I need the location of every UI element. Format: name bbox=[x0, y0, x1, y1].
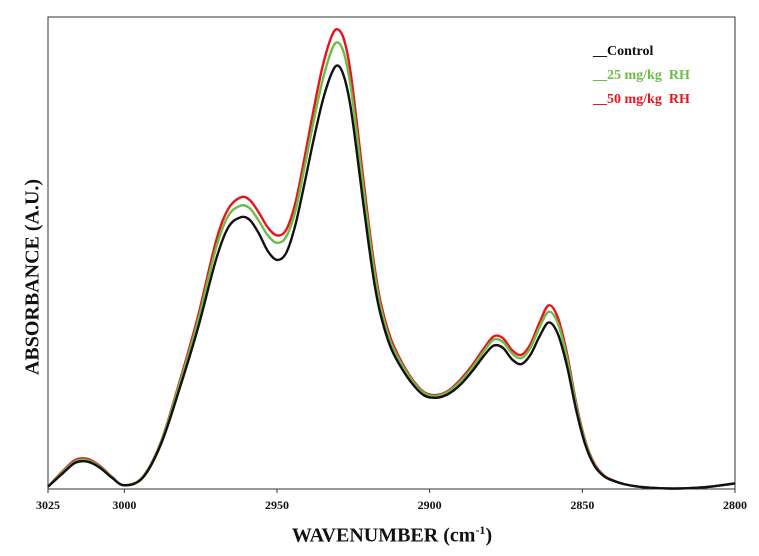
legend-entry: __25 mg/kg RH bbox=[592, 68, 690, 83]
x-axis-unit: cm bbox=[449, 524, 476, 547]
x-axis-ticks: 3025 3000 2950 2900 2850 2800 bbox=[36, 489, 747, 512]
x-axis-unit-exponent: -1 bbox=[475, 523, 486, 537]
x-tick-label: 2850 bbox=[570, 498, 594, 512]
legend: __Control __25 mg/kg RH __50 mg/kg RH bbox=[592, 44, 690, 107]
y-axis-title: ABSORBANCE (A.U.) bbox=[21, 178, 44, 376]
series-line-0 bbox=[47, 64, 736, 490]
x-tick-label: 2950 bbox=[265, 498, 289, 512]
legend-entry: __50 mg/kg RH bbox=[592, 92, 690, 107]
x-tick-label: 3025 bbox=[36, 498, 60, 512]
x-tick-label: 2800 bbox=[723, 498, 747, 512]
x-axis-title: WAVENUMBER (cm-1) bbox=[291, 523, 493, 547]
series-lines bbox=[47, 28, 736, 490]
series-line-1 bbox=[47, 41, 736, 490]
legend-entry: __Control bbox=[592, 44, 654, 59]
x-tick-label: 2900 bbox=[418, 498, 442, 512]
x-axis-title-text: WAVENUMBER bbox=[291, 524, 439, 547]
x-tick-label: 3000 bbox=[112, 498, 136, 512]
plot-frame bbox=[47, 16, 736, 490]
